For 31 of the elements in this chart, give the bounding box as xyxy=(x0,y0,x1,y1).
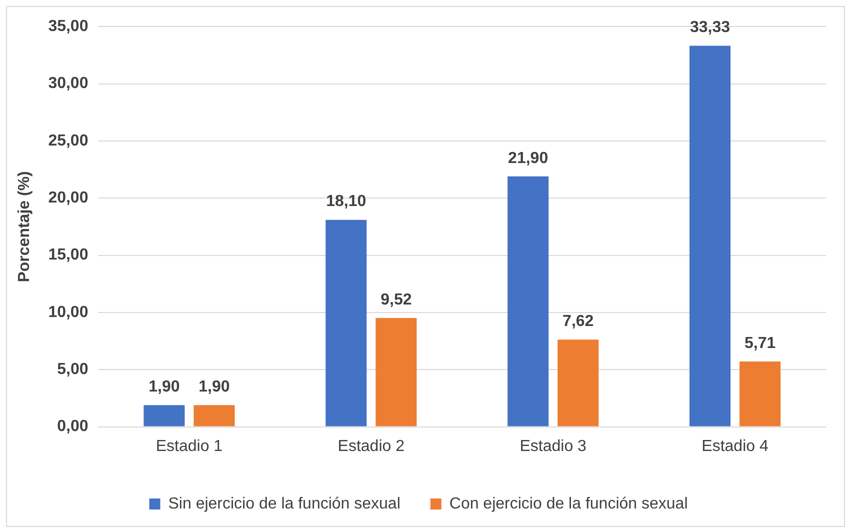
data-label: 1,90 xyxy=(148,378,180,396)
bar xyxy=(690,46,731,426)
data-label: 7,62 xyxy=(562,313,594,330)
x-tick-label: Estadio 1 xyxy=(156,438,223,455)
legend-label: Sin ejercicio de la función sexual xyxy=(168,495,400,512)
bar xyxy=(508,176,549,426)
y-tick-label: 30,00 xyxy=(48,75,88,92)
y-tick-label: 35,00 xyxy=(48,18,88,36)
y-tick-label: 20,00 xyxy=(48,190,88,207)
y-tick-label: 5,00 xyxy=(57,361,88,378)
y-tick-label: 15,00 xyxy=(48,246,88,264)
x-tick-label: Estadio 4 xyxy=(702,438,768,455)
data-label: 21,90 xyxy=(508,150,548,167)
x-tick-label: Estadio 3 xyxy=(520,438,587,455)
data-label: 18,10 xyxy=(326,193,366,210)
data-label: 5,71 xyxy=(744,334,776,352)
y-tick-label: 25,00 xyxy=(48,132,88,150)
bar xyxy=(558,340,599,426)
y-tick-label: 10,00 xyxy=(48,304,88,321)
y-axis-title: Porcentaje (%) xyxy=(16,171,34,282)
x-tick-label: Estadio 2 xyxy=(338,438,405,455)
legend-label: Con ejercicio de la función sexual xyxy=(449,495,688,512)
data-label: 9,52 xyxy=(380,291,412,308)
data-label: 33,33 xyxy=(690,19,730,36)
bar xyxy=(194,405,235,426)
bar xyxy=(740,362,781,426)
data-label: 1,90 xyxy=(198,378,230,396)
y-tick-label: 0,00 xyxy=(57,418,88,436)
bar xyxy=(144,405,185,426)
bar xyxy=(326,220,367,426)
bar xyxy=(376,318,417,426)
